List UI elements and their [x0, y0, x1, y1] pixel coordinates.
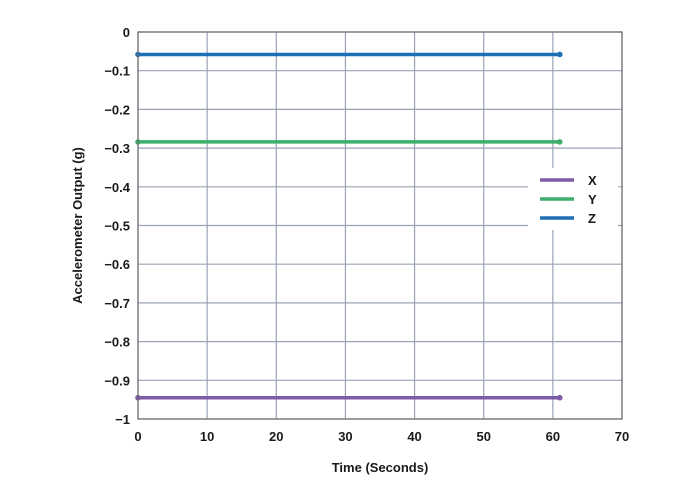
x-tick-label: 70: [615, 429, 629, 444]
x-tick-label: 30: [338, 429, 352, 444]
series-point-x: [556, 394, 563, 401]
legend-label-x: X: [588, 173, 597, 188]
plot-border: [137, 31, 623, 420]
x-tick-label: 40: [407, 429, 421, 444]
y-axis: 0 −0.1 −0.2 −0.3 −0.4 −0.5 −0.6 −0.7 −0.8 −0.9 −1: [104, 25, 130, 427]
y-tick-label: −0.3: [104, 141, 130, 156]
x-axis: 0 10 20 30 40 50 60 70: [134, 429, 629, 444]
x-tick-label: 20: [269, 429, 283, 444]
series-point-y: [556, 139, 563, 145]
y-tick-label: −0.6: [104, 257, 130, 272]
legend: XYZ: [528, 168, 618, 230]
x-axis-title: Time (Seconds): [332, 460, 429, 475]
y-tick-label: −1: [115, 412, 130, 427]
series-point-z: [556, 51, 563, 58]
y-tick-label: −0.1: [104, 64, 130, 79]
legend-label-z: Z: [588, 211, 596, 226]
legend-label-y: Y: [588, 192, 597, 207]
x-tick-label: 50: [476, 429, 490, 444]
y-tick-label: −0.7: [104, 296, 130, 311]
x-tick-label: 60: [546, 429, 560, 444]
x-tick-label: 0: [134, 429, 141, 444]
y-axis-title: Accelerometer Output (g): [70, 147, 85, 304]
plot-frame: [137, 31, 623, 420]
y-tick-label: 0: [123, 25, 130, 40]
y-tick-label: −0.8: [104, 335, 130, 350]
y-tick-label: −0.4: [104, 180, 130, 195]
x-tick-label: 10: [200, 429, 214, 444]
y-tick-label: −0.2: [104, 102, 130, 117]
y-tick-label: −0.9: [104, 373, 130, 388]
y-tick-label: −0.5: [104, 219, 130, 234]
